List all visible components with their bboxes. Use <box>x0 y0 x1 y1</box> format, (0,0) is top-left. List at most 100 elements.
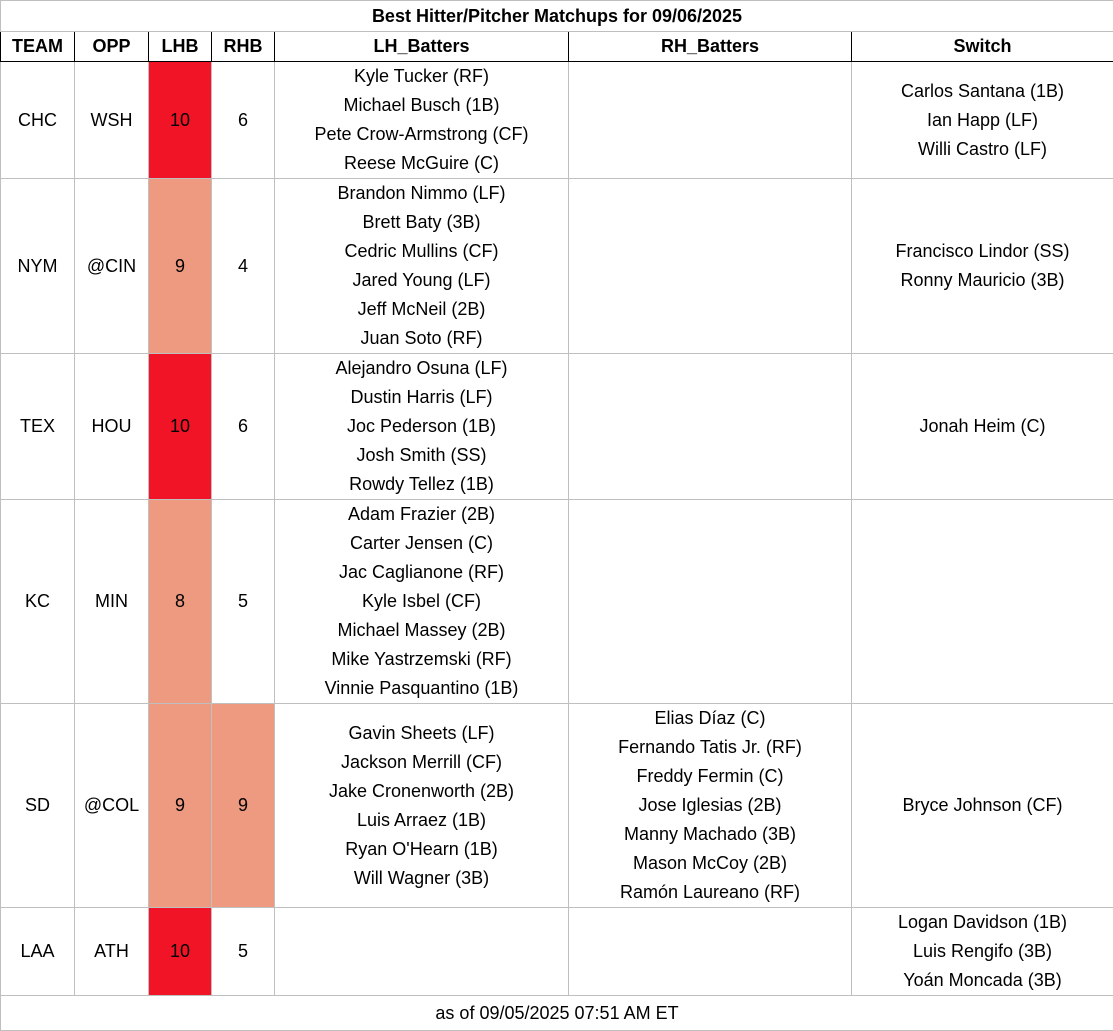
team-cell: KC <box>1 500 75 704</box>
lhb-score-cell: 10 <box>149 354 212 500</box>
rh-batters-cell <box>569 908 852 996</box>
switch-cell: Jonah Heim (C) <box>852 354 1113 500</box>
lh-batter-name: Juan Soto (RF) <box>275 324 568 353</box>
lh-batter-name: Joc Pederson (1B) <box>275 412 568 441</box>
switch-hitter-name: Ronny Mauricio (3B) <box>852 266 1113 295</box>
lh-batters-cell: Brandon Nimmo (LF)Brett Baty (3B)Cedric … <box>275 179 569 354</box>
switch-cell <box>852 500 1113 704</box>
lhb-score-cell: 10 <box>149 62 212 179</box>
lh-batter-name: Michael Massey (2B) <box>275 616 568 645</box>
rh-batter-name: Elias Díaz (C) <box>569 704 851 733</box>
lh-batter-name: Alejandro Osuna (LF) <box>275 354 568 383</box>
rhb-score-cell: 6 <box>212 62 275 179</box>
rh-batters-cell <box>569 354 852 500</box>
table-title: Best Hitter/Pitcher Matchups for 09/06/2… <box>1 1 1113 32</box>
lh-batter-name: Josh Smith (SS) <box>275 441 568 470</box>
lh-batter-name: Cedric Mullins (CF) <box>275 237 568 266</box>
rh-batters-cell <box>569 179 852 354</box>
header-team: TEAM <box>1 32 75 62</box>
lh-batter-name: Jackson Merrill (CF) <box>275 748 568 777</box>
team-cell: TEX <box>1 354 75 500</box>
footer-row: as of 09/05/2025 07:51 AM ET <box>1 996 1113 1031</box>
team-cell: CHC <box>1 62 75 179</box>
lh-batter-name: Adam Frazier (2B) <box>275 500 568 529</box>
rh-batter-name: Ramón Laureano (RF) <box>569 878 851 907</box>
switch-cell: Carlos Santana (1B)Ian Happ (LF)Willi Ca… <box>852 62 1113 179</box>
lh-batter-name: Rowdy Tellez (1B) <box>275 470 568 499</box>
team-cell: LAA <box>1 908 75 996</box>
lh-batter-name: Vinnie Pasquantino (1B) <box>275 674 568 703</box>
lh-batter-name: Brandon Nimmo (LF) <box>275 179 568 208</box>
switch-hitter-name: Yoán Moncada (3B) <box>852 966 1113 995</box>
lh-batters-cell: Adam Frazier (2B)Carter Jensen (C)Jac Ca… <box>275 500 569 704</box>
lh-batter-name: Mike Yastrzemski (RF) <box>275 645 568 674</box>
rh-batter-name: Manny Machado (3B) <box>569 820 851 849</box>
rh-batter-name: Jose Iglesias (2B) <box>569 791 851 820</box>
lh-batters-cell: Kyle Tucker (RF)Michael Busch (1B)Pete C… <box>275 62 569 179</box>
switch-hitter-name: Ian Happ (LF) <box>852 106 1113 135</box>
rhb-score-cell: 4 <box>212 179 275 354</box>
header-opp: OPP <box>75 32 149 62</box>
header-lhb: LHB <box>149 32 212 62</box>
opp-cell: HOU <box>75 354 149 500</box>
switch-hitter-name: Willi Castro (LF) <box>852 135 1113 164</box>
rh-batter-name: Fernando Tatis Jr. (RF) <box>569 733 851 762</box>
lhb-score-cell: 8 <box>149 500 212 704</box>
lh-batter-name: Jared Young (LF) <box>275 266 568 295</box>
lh-batter-name: Jeff McNeil (2B) <box>275 295 568 324</box>
rhb-score-cell: 6 <box>212 354 275 500</box>
rhb-score-cell: 5 <box>212 500 275 704</box>
lh-batters-cell: Alejandro Osuna (LF)Dustin Harris (LF)Jo… <box>275 354 569 500</box>
switch-hitter-name: Jonah Heim (C) <box>852 412 1113 441</box>
rh-batters-cell <box>569 500 852 704</box>
rhb-score-cell: 5 <box>212 908 275 996</box>
switch-hitter-name: Luis Rengifo (3B) <box>852 937 1113 966</box>
lh-batters-cell <box>275 908 569 996</box>
rhb-score-cell: 9 <box>212 704 275 908</box>
switch-cell: Logan Davidson (1B)Luis Rengifo (3B)Yoán… <box>852 908 1113 996</box>
switch-hitter-name: Logan Davidson (1B) <box>852 908 1113 937</box>
lh-batters-cell: Gavin Sheets (LF)Jackson Merrill (CF)Jak… <box>275 704 569 908</box>
switch-hitter-name: Carlos Santana (1B) <box>852 77 1113 106</box>
lh-batter-name: Ryan O'Hearn (1B) <box>275 835 568 864</box>
header-rh-batters: RH_Batters <box>569 32 852 62</box>
opp-cell: @COL <box>75 704 149 908</box>
lhb-score-cell: 10 <box>149 908 212 996</box>
lh-batter-name: Kyle Tucker (RF) <box>275 62 568 91</box>
rh-batters-cell <box>569 62 852 179</box>
timestamp-footer: as of 09/05/2025 07:51 AM ET <box>1 996 1113 1031</box>
header-switch: Switch <box>852 32 1113 62</box>
switch-hitter-name: Bryce Johnson (CF) <box>852 791 1113 820</box>
header-lh-batters: LH_Batters <box>275 32 569 62</box>
switch-cell: Francisco Lindor (SS)Ronny Mauricio (3B) <box>852 179 1113 354</box>
switch-hitter-name: Francisco Lindor (SS) <box>852 237 1113 266</box>
lh-batter-name: Dustin Harris (LF) <box>275 383 568 412</box>
lhb-score-cell: 9 <box>149 704 212 908</box>
lh-batter-name: Luis Arraez (1B) <box>275 806 568 835</box>
opp-cell: @CIN <box>75 179 149 354</box>
rh-batter-name: Mason McCoy (2B) <box>569 849 851 878</box>
lhb-score-cell: 9 <box>149 179 212 354</box>
lh-batter-name: Michael Busch (1B) <box>275 91 568 120</box>
rh-batter-name: Freddy Fermin (C) <box>569 762 851 791</box>
lh-batter-name: Brett Baty (3B) <box>275 208 568 237</box>
opp-cell: ATH <box>75 908 149 996</box>
lh-batter-name: Carter Jensen (C) <box>275 529 568 558</box>
lh-batter-name: Jac Caglianone (RF) <box>275 558 568 587</box>
lh-batter-name: Gavin Sheets (LF) <box>275 719 568 748</box>
header-rhb: RHB <box>212 32 275 62</box>
lh-batter-name: Kyle Isbel (CF) <box>275 587 568 616</box>
switch-cell: Bryce Johnson (CF) <box>852 704 1113 908</box>
header-row: TEAM OPP LHB RHB LH_Batters RH_Batters S… <box>1 32 1113 62</box>
team-cell: SD <box>1 704 75 908</box>
lh-batter-name: Jake Cronenworth (2B) <box>275 777 568 806</box>
lh-batter-name: Reese McGuire (C) <box>275 149 568 178</box>
lh-batter-name: Will Wagner (3B) <box>275 864 568 893</box>
